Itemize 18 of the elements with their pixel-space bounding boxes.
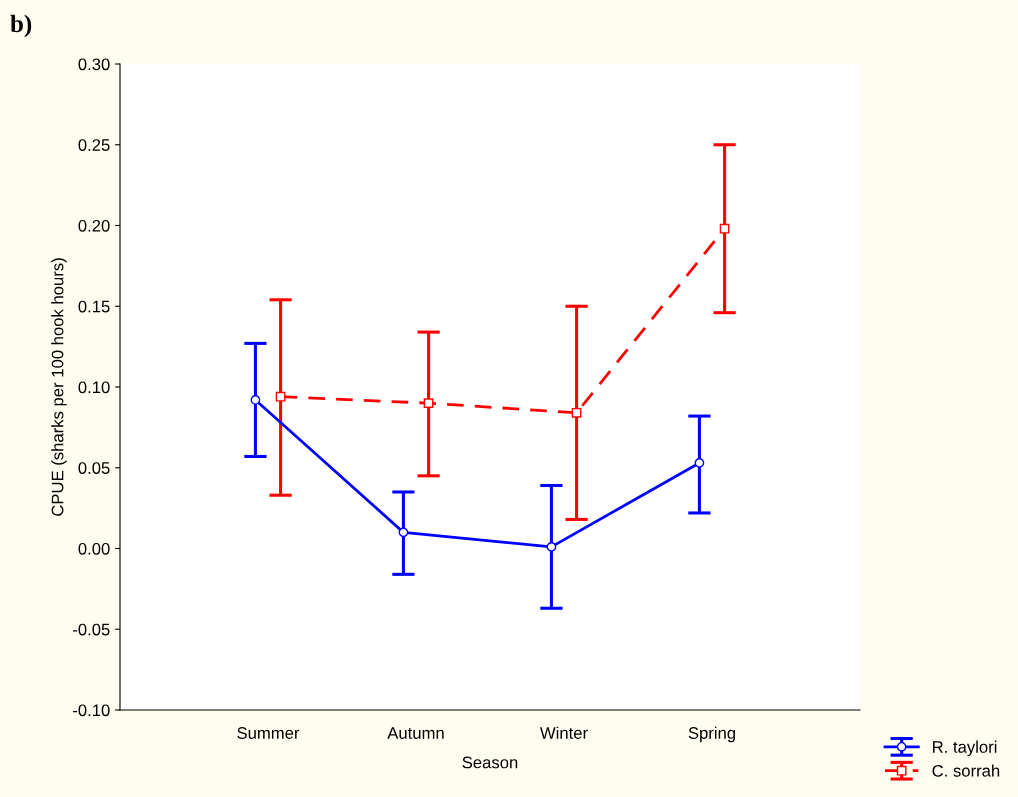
x-tick-label: Autumn: [387, 727, 444, 739]
x-tick-label: Summer: [237, 727, 300, 739]
y-tick-label: -0.05: [73, 623, 110, 636]
chart-title: b): [10, 14, 32, 38]
y-tick-label: 0.10: [78, 381, 110, 394]
x-tick-label: Winter: [540, 726, 588, 739]
y-tick-label: 0.15: [78, 300, 110, 313]
y-tick-label: 0.00: [78, 542, 110, 555]
y-tick-label: -0.10: [73, 704, 110, 717]
y-tick-label: 0.30: [78, 58, 110, 71]
y-tick-label: 0.25: [78, 139, 110, 151]
y-tick-label: 0.20: [78, 219, 110, 232]
y-axis-title: CPUE (sharks per 100 hook hours): [51, 258, 67, 516]
legend-label: R. taylori: [933, 740, 997, 757]
legend-label: C. sorrah: [932, 764, 1000, 777]
x-axis-title: Season: [462, 756, 518, 769]
y-tick-label: 0.05: [78, 462, 110, 474]
x-tick-label: Spring: [688, 726, 736, 743]
